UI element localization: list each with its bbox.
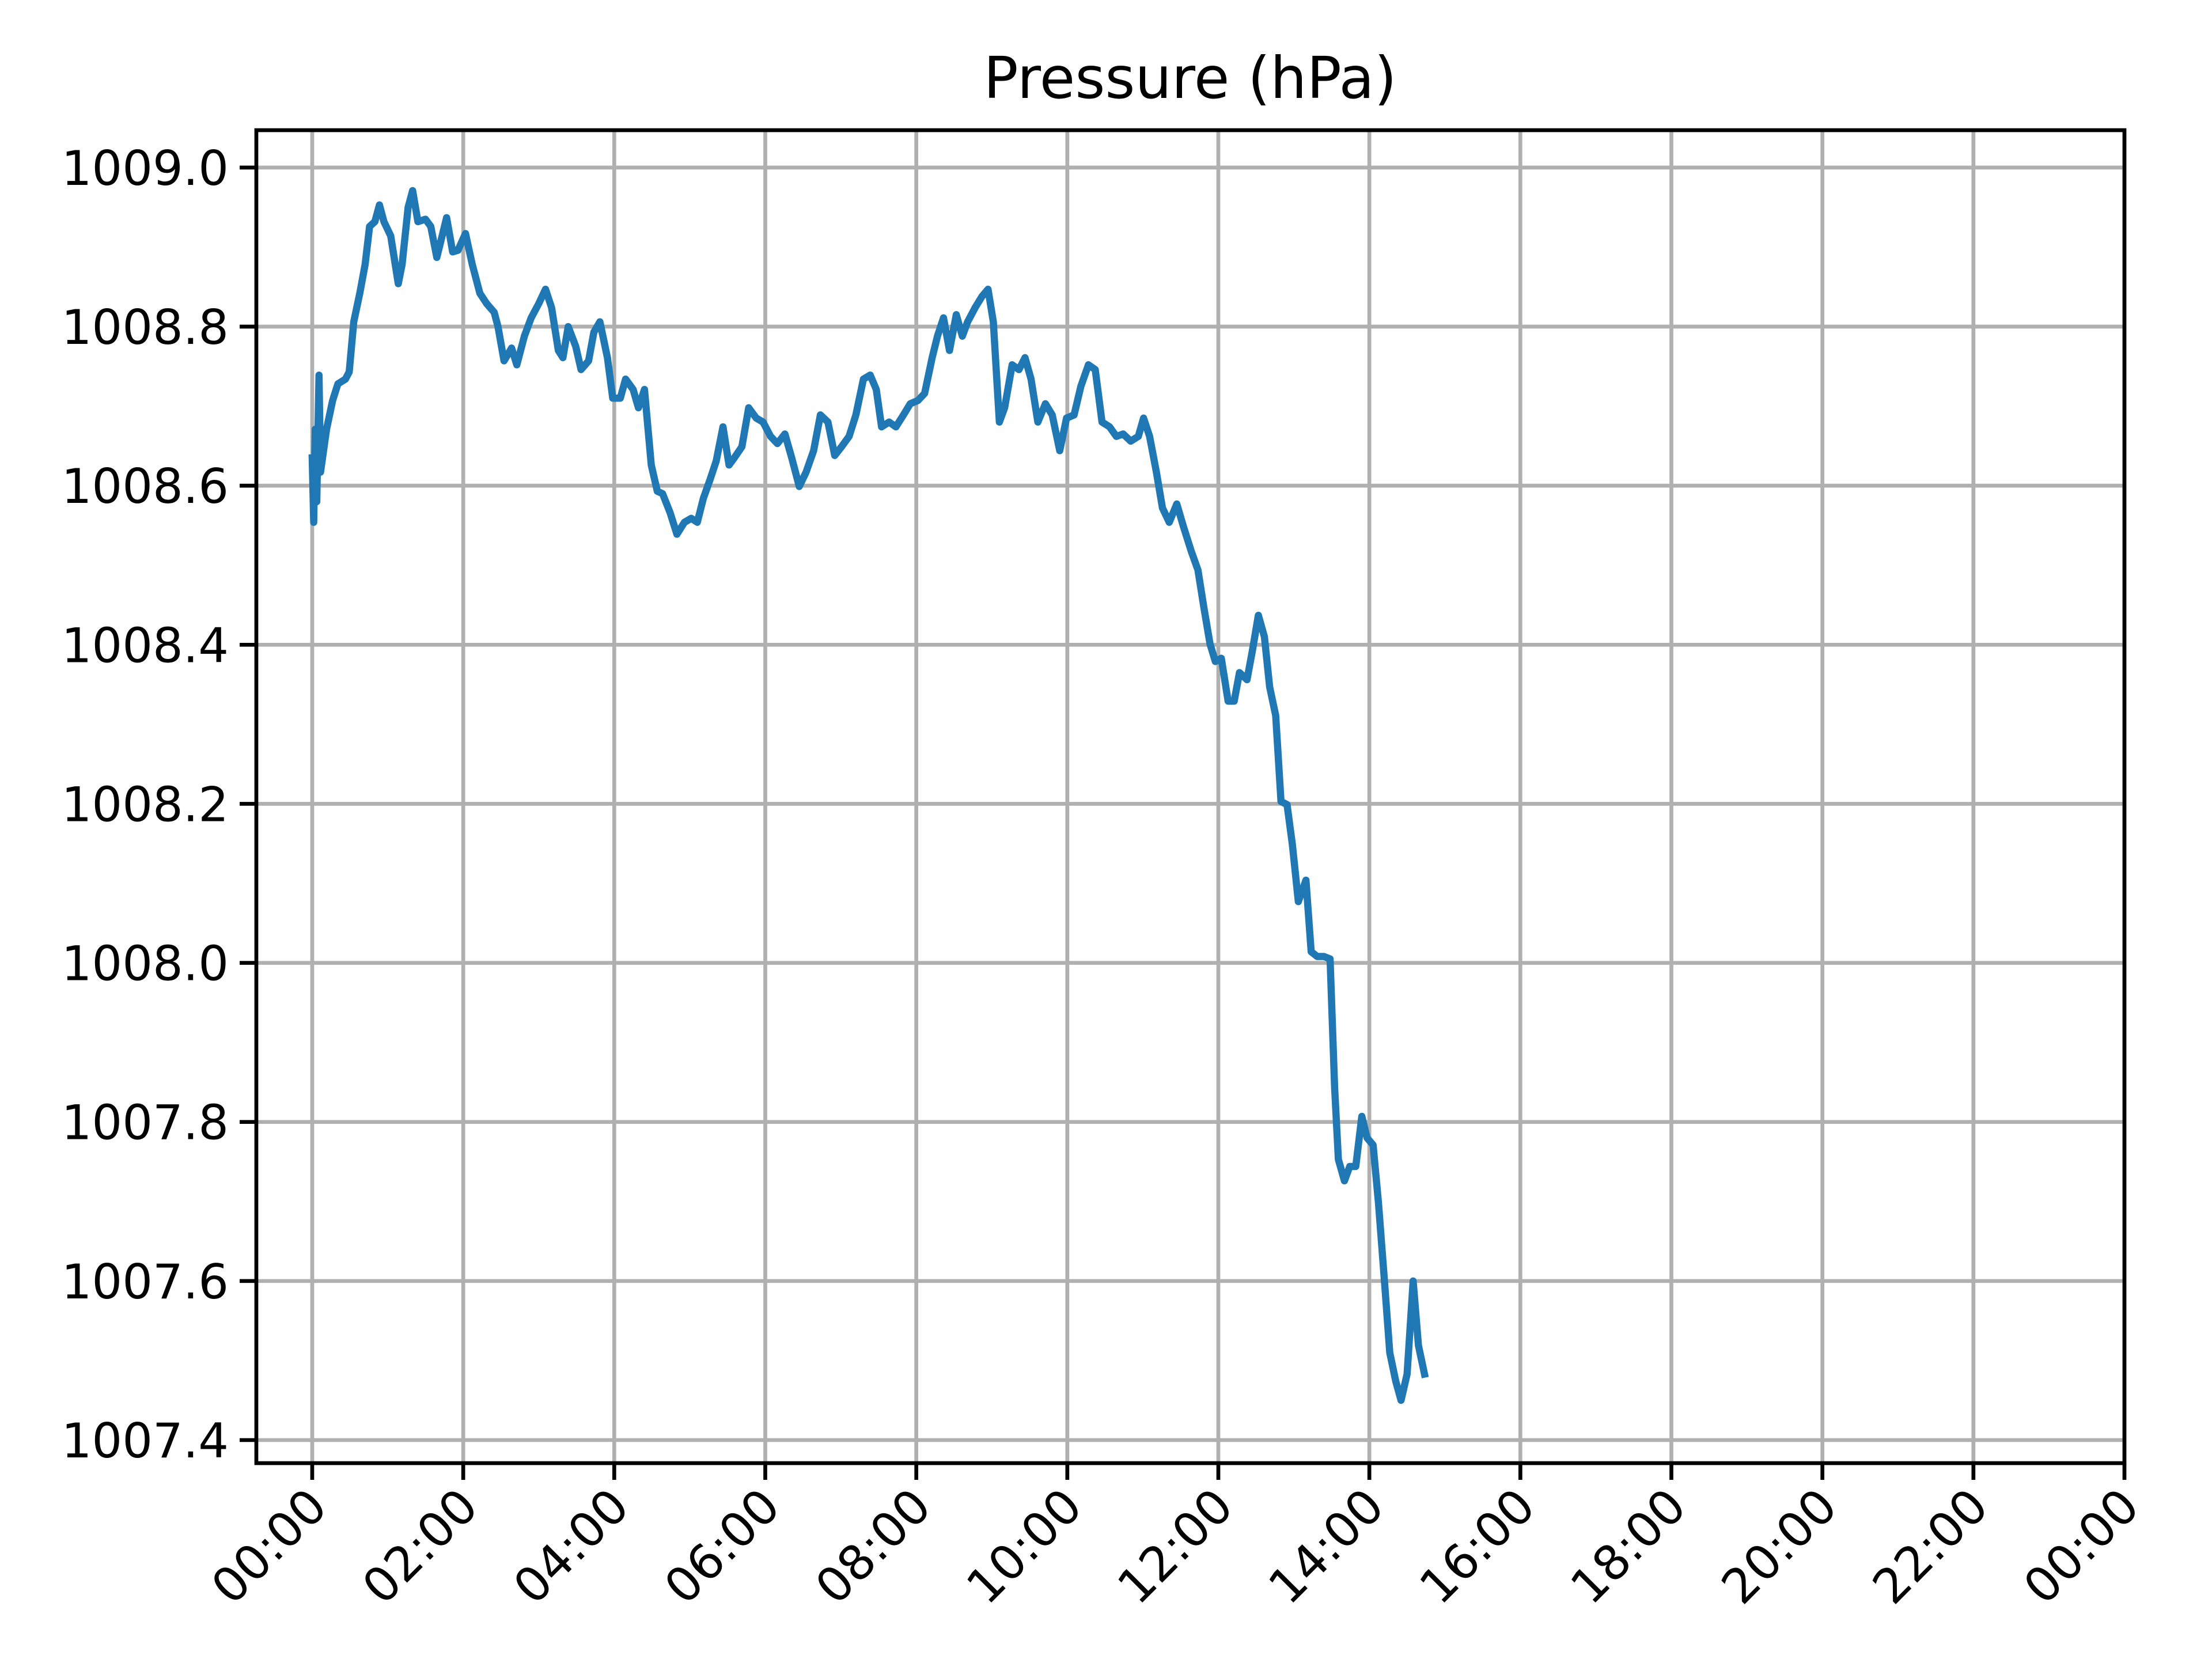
y-tick-label: 1008.8 — [62, 300, 229, 355]
y-tick-label: 1007.4 — [62, 1413, 229, 1469]
y-tick-label: 1008.6 — [62, 459, 229, 514]
y-tick-label: 1008.4 — [62, 618, 229, 673]
chart-title: Pressure (hPa) — [983, 44, 1396, 112]
y-tick-label: 1008.2 — [62, 777, 229, 832]
line — [308, 187, 1429, 1404]
y-tick-label: 1007.6 — [62, 1254, 229, 1310]
plot-frame — [254, 128, 2127, 1465]
y-tick-label: 1008.0 — [62, 936, 229, 992]
y-tick-label: 1007.8 — [62, 1095, 229, 1151]
y-tick-label: 1009.0 — [62, 141, 229, 196]
